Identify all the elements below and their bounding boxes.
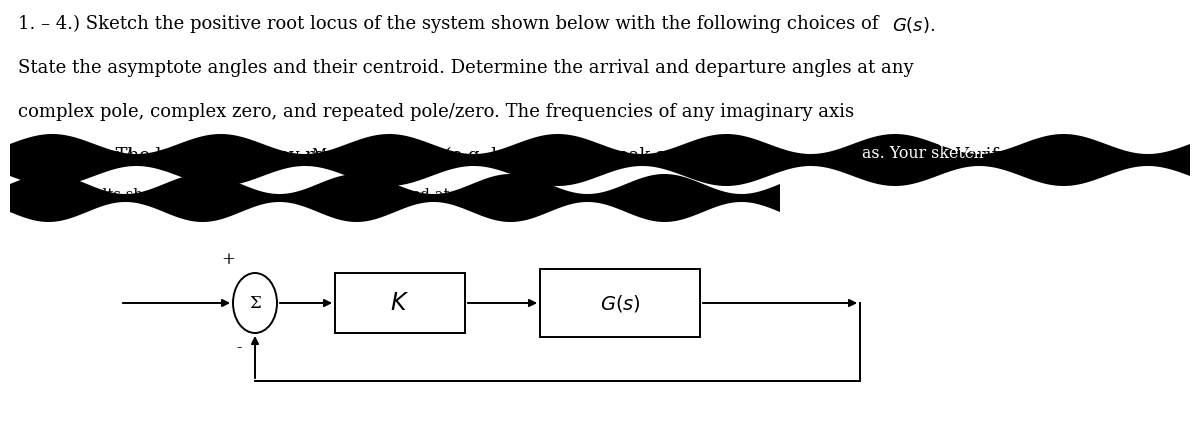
Polygon shape	[10, 174, 780, 222]
FancyBboxPatch shape	[335, 273, 466, 333]
Text: as. Your sketch: as. Your sketch	[862, 145, 984, 162]
Text: $G(s)$.: $G(s)$.	[892, 15, 935, 35]
Text: $K$: $K$	[390, 291, 409, 314]
Polygon shape	[10, 134, 1190, 186]
Text: played at    ilar   ale: played at ilar ale	[380, 188, 530, 202]
FancyBboxPatch shape	[540, 269, 700, 337]
Text: State the asymptote angles and their centroid. Determine the arrival and departu: State the asymptote angles and their cen…	[18, 59, 913, 77]
Text: $G(s)$: $G(s)$	[600, 293, 641, 313]
Text: complex pole, complex zero, and repeated pole/zero. The frequencies of any imagi: complex pole, complex zero, and repeated…	[18, 103, 854, 121]
Text: crossings. The locations of any repeated roots (e.g. break-in or break-away poin: crossings. The locations of any repeated…	[18, 147, 778, 165]
Text: Verify your: Verify your	[955, 147, 1055, 165]
Text: -: -	[236, 339, 242, 356]
Text: Matlab   sults sh    ld b  di: Matlab sults sh ld b di	[18, 188, 215, 202]
Text: 1. – 4.) Sketch the positive root locus of the system shown below with the follo: 1. – 4.) Sketch the positive root locus …	[18, 15, 884, 33]
Text: Σ: Σ	[250, 294, 260, 311]
Text: and the: and the	[1030, 145, 1091, 162]
Text: r     as       me /                    tion            Matlab to ob: r as me / tion Matlab to ob	[18, 147, 408, 161]
Text: +: +	[221, 251, 235, 268]
